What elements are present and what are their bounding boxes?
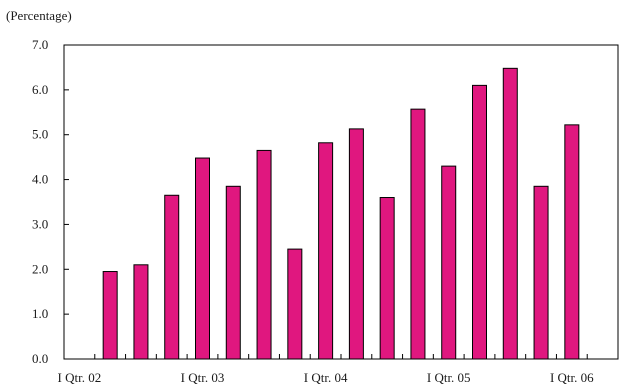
y-tick-label: 7.0 [32,37,48,52]
y-axis: 0.0 1.0 2.0 3.0 4.0 5.0 6.0 7.0 [32,37,69,366]
plot-frame [63,44,619,360]
x-tick-label: I Qtr. 05 [427,370,471,385]
x-tick-label: I Qtr. 03 [181,370,225,385]
bar [195,157,210,360]
bar [102,271,118,360]
y-tick-label: 1.0 [32,306,48,321]
y-tick-label: 0.0 [32,351,48,366]
bar [256,149,272,360]
y-axis-label: (Percentage) [6,8,72,23]
bar [133,264,149,360]
y-tick-label: 2.0 [32,261,48,276]
bar-series [102,67,580,360]
bar [318,142,334,360]
x-tick-label: I Qtr. 04 [304,370,348,385]
y-tick-label: 4.0 [32,172,48,187]
y-tick-label: 5.0 [32,127,48,142]
y-tick-label: 6.0 [32,82,48,97]
x-axis: I Qtr. 02 I Qtr. 03 I Qtr. 04 I Qtr. 05 I Qt… [58,354,594,385]
bar [164,194,180,360]
bar [379,197,395,360]
bar [225,185,241,360]
bar [348,128,364,360]
x-tick-label: I Qtr. 06 [550,370,594,385]
bar [533,185,549,360]
bar [472,84,487,360]
bar [502,67,518,360]
bar [564,124,580,360]
x-tick-label: I Qtr. 02 [58,370,102,385]
bar [287,248,303,360]
bar [441,165,457,360]
y-tick-label: 3.0 [32,216,48,231]
bar [410,108,426,360]
